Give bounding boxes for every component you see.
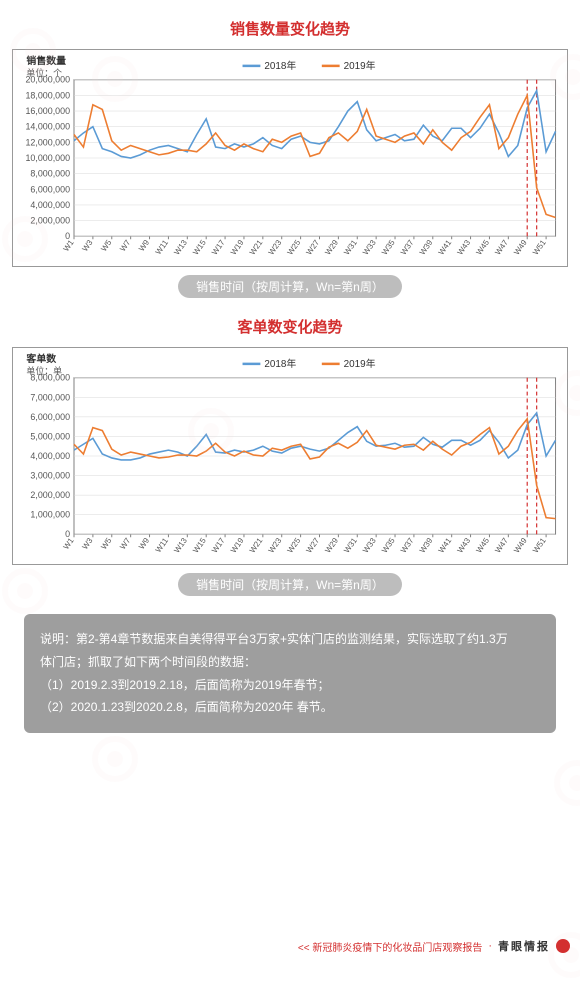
explain-box: 说明：第2-第4章节数据来自美得得平台3万家+实体门店的监测结果，实际选取了约1… <box>24 614 556 733</box>
svg-text:W39: W39 <box>418 238 435 257</box>
svg-text:W31: W31 <box>342 536 359 555</box>
svg-text:W43: W43 <box>455 238 472 257</box>
svg-text:W47: W47 <box>493 238 510 256</box>
svg-text:W9: W9 <box>137 238 152 253</box>
svg-text:W51: W51 <box>531 238 548 257</box>
chart2-title: 客单数变化趋势 <box>12 316 568 337</box>
svg-text:W17: W17 <box>210 238 227 256</box>
svg-text:1,000,000: 1,000,000 <box>30 510 70 520</box>
svg-text:W45: W45 <box>474 536 491 555</box>
svg-text:5,000,000: 5,000,000 <box>30 431 70 441</box>
svg-text:W25: W25 <box>286 536 303 555</box>
page-footer: << 新冠肺炎疫情下的化妆品门店观察报告 · 青眼情报 <box>298 938 570 954</box>
svg-text:W49: W49 <box>512 536 529 555</box>
svg-text:单位：单: 单位：单 <box>26 365 62 376</box>
svg-text:W27: W27 <box>304 238 321 256</box>
svg-text:客单数: 客单数 <box>25 352 56 365</box>
svg-text:3,000,000: 3,000,000 <box>30 471 70 481</box>
svg-text:W13: W13 <box>172 238 189 257</box>
svg-text:2,000,000: 2,000,000 <box>30 216 70 226</box>
svg-text:2,000,000: 2,000,000 <box>30 490 70 500</box>
svg-text:W3: W3 <box>80 238 95 253</box>
svg-text:W19: W19 <box>229 238 246 257</box>
svg-text:2018年: 2018年 <box>264 357 296 370</box>
footer-brand: 青眼情报 <box>498 938 550 954</box>
svg-text:W11: W11 <box>154 238 171 256</box>
svg-text:W43: W43 <box>455 536 472 555</box>
svg-text:W27: W27 <box>304 536 321 554</box>
svg-text:W39: W39 <box>418 536 435 555</box>
svg-text:6,000,000: 6,000,000 <box>30 184 70 194</box>
svg-text:W31: W31 <box>342 238 359 257</box>
svg-text:2019年: 2019年 <box>344 357 376 370</box>
svg-text:W3: W3 <box>80 536 95 551</box>
svg-text:W15: W15 <box>191 536 208 555</box>
svg-text:W1: W1 <box>61 238 76 253</box>
explain-line: （1）2019.2.3到2019.2.18，后面简称为2019年春节； <box>40 674 540 697</box>
explain-line: 体门店；抓取了如下两个时间段的数据： <box>40 651 540 674</box>
explain-line: （2）2020.1.23到2020.2.8，后面简称为2020年 春节。 <box>40 696 540 719</box>
explain-line: 说明：第2-第4章节数据来自美得得平台3万家+实体门店的监测结果，实际选取了约1… <box>40 628 540 651</box>
svg-text:W21: W21 <box>248 536 265 555</box>
svg-text:W41: W41 <box>437 238 454 257</box>
svg-text:W5: W5 <box>99 238 114 253</box>
footer-logo-icon <box>556 939 570 953</box>
svg-text:W25: W25 <box>286 238 303 257</box>
svg-text:8,000,000: 8,000,000 <box>30 169 70 179</box>
svg-text:W7: W7 <box>118 238 132 253</box>
svg-text:W15: W15 <box>191 238 208 257</box>
svg-text:W1: W1 <box>61 536 76 551</box>
svg-text:2019年: 2019年 <box>344 59 376 72</box>
svg-text:W13: W13 <box>172 536 189 555</box>
chart2-axis-note: 销售时间（按周计算，Wn=第n周） <box>12 573 568 596</box>
svg-text:单位：个: 单位：个 <box>26 67 62 78</box>
svg-text:W45: W45 <box>474 238 491 257</box>
svg-text:W47: W47 <box>493 536 510 554</box>
svg-text:4,000,000: 4,000,000 <box>30 200 70 210</box>
chart1-axis-note: 销售时间（按周计算，Wn=第n周） <box>12 275 568 298</box>
svg-text:W7: W7 <box>118 536 132 551</box>
svg-text:12,000,000: 12,000,000 <box>25 137 70 147</box>
svg-text:W41: W41 <box>437 536 454 555</box>
chart1-title: 销售数量变化趋势 <box>12 18 568 39</box>
svg-text:W29: W29 <box>323 536 340 555</box>
svg-text:W23: W23 <box>267 238 284 257</box>
svg-text:7,000,000: 7,000,000 <box>30 392 70 402</box>
footer-subtitle: << 新冠肺炎疫情下的化妆品门店观察报告 <box>298 939 482 954</box>
svg-text:W19: W19 <box>229 536 246 555</box>
svg-text:W51: W51 <box>531 536 548 555</box>
svg-text:W49: W49 <box>512 238 529 257</box>
svg-text:W37: W37 <box>399 238 416 256</box>
svg-text:10,000,000: 10,000,000 <box>25 153 70 163</box>
svg-text:W23: W23 <box>267 536 284 555</box>
chart1-svg: 02,000,0004,000,0006,000,0008,000,00010,… <box>12 49 568 267</box>
svg-text:2018年: 2018年 <box>264 59 296 72</box>
svg-text:W9: W9 <box>137 536 152 551</box>
svg-text:14,000,000: 14,000,000 <box>25 122 70 132</box>
svg-text:18,000,000: 18,000,000 <box>25 90 70 100</box>
svg-text:W35: W35 <box>380 238 397 257</box>
svg-text:16,000,000: 16,000,000 <box>25 106 70 116</box>
svg-text:W17: W17 <box>210 536 227 554</box>
svg-text:W35: W35 <box>380 536 397 555</box>
svg-text:W5: W5 <box>99 536 114 551</box>
svg-text:W33: W33 <box>361 536 378 555</box>
svg-text:W11: W11 <box>154 536 171 554</box>
svg-text:W37: W37 <box>399 536 416 554</box>
chart2-svg: 01,000,0002,000,0003,000,0004,000,0005,0… <box>12 347 568 565</box>
svg-text:W33: W33 <box>361 238 378 257</box>
svg-text:4,000,000: 4,000,000 <box>30 451 70 461</box>
svg-text:6,000,000: 6,000,000 <box>30 412 70 422</box>
svg-text:W29: W29 <box>323 238 340 257</box>
svg-text:销售数量: 销售数量 <box>26 54 66 67</box>
svg-text:W21: W21 <box>248 238 265 257</box>
